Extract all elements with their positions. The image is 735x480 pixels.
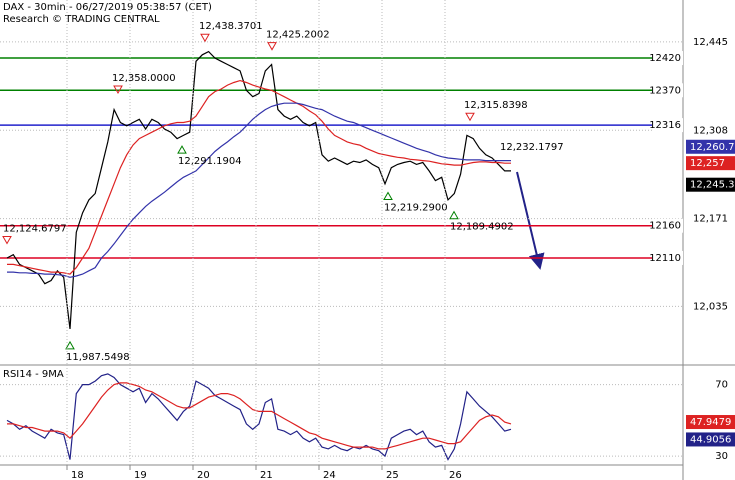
level-label: 12160 <box>649 221 681 232</box>
last-price-label: 12,245.3 <box>690 180 735 191</box>
level-label: 12370 <box>649 85 681 96</box>
y-tick-label: 12,445 <box>693 37 728 48</box>
level-tag <box>652 218 683 233</box>
high-marker <box>113 85 123 95</box>
low-marker <box>383 191 393 200</box>
x-tick-label: 26 <box>449 470 462 480</box>
level-tag <box>652 51 683 66</box>
low-label: 11,987.5498 <box>66 352 130 363</box>
x-tick-label: 19 <box>134 470 147 480</box>
y-tick-label: 12,308 <box>693 125 728 136</box>
last-price-tag <box>686 432 735 447</box>
low-label: 12,189.4902 <box>450 222 514 233</box>
low-label: 12,291.1904 <box>178 156 242 167</box>
low-marker <box>177 145 187 154</box>
x-tick-label: 18 <box>71 470 84 480</box>
level-label: 12316 <box>649 120 681 131</box>
last-price-label: 12,257 <box>690 158 725 169</box>
y-tick-label: 70 <box>715 380 728 391</box>
level-label: 12110 <box>649 253 681 264</box>
target-label: 12,232.1797 <box>500 142 564 153</box>
high-label: 12,124.6797 <box>3 223 67 234</box>
low-marker <box>449 210 459 220</box>
level-label: 12420 <box>649 53 681 64</box>
last-price-label: 12,260.7 <box>690 142 735 153</box>
y-tick-label: 12,171 <box>693 214 728 225</box>
last-price-tag <box>686 139 735 154</box>
last-price-tag <box>686 156 735 171</box>
low-marker <box>65 340 75 350</box>
last-price-tag <box>686 177 735 192</box>
level-tag <box>652 250 683 265</box>
series-line <box>7 382 512 450</box>
series-line <box>6 50 511 329</box>
y-tick-label: 12,035 <box>693 301 728 312</box>
high-label: 12,425.2002 <box>266 30 330 41</box>
x-tick-label: 20 <box>197 470 210 480</box>
high-marker <box>2 235 12 245</box>
level-tag <box>652 83 683 98</box>
high-label: 12,438.3701 <box>199 21 263 32</box>
high-label: 12,315.8398 <box>464 100 528 111</box>
last-price-label: 47.9479 <box>690 417 731 428</box>
last-price-tag <box>686 415 735 430</box>
high-marker <box>200 33 210 43</box>
chart-subtitle: Research © TRADING CENTRAL <box>3 14 160 25</box>
low-label: 12,219.2900 <box>384 202 448 213</box>
rsi-title: RSI14 - 9MA <box>3 369 64 380</box>
high-label: 12,358.0000 <box>112 73 176 84</box>
chart-title: DAX - 30min - 06/27/2019 05:38:57 (CET) <box>3 2 212 13</box>
series-line <box>7 102 511 278</box>
series-line <box>7 79 511 275</box>
projection-arrow <box>516 171 545 270</box>
high-marker <box>267 42 277 51</box>
x-tick-label: 21 <box>260 470 273 480</box>
last-price-label: 44.9056 <box>690 434 731 445</box>
x-tick-label: 24 <box>323 470 336 480</box>
x-tick-label: 25 <box>386 470 399 480</box>
high-marker <box>465 112 475 122</box>
level-tag <box>652 118 683 133</box>
y-tick-label: 30 <box>715 451 728 462</box>
